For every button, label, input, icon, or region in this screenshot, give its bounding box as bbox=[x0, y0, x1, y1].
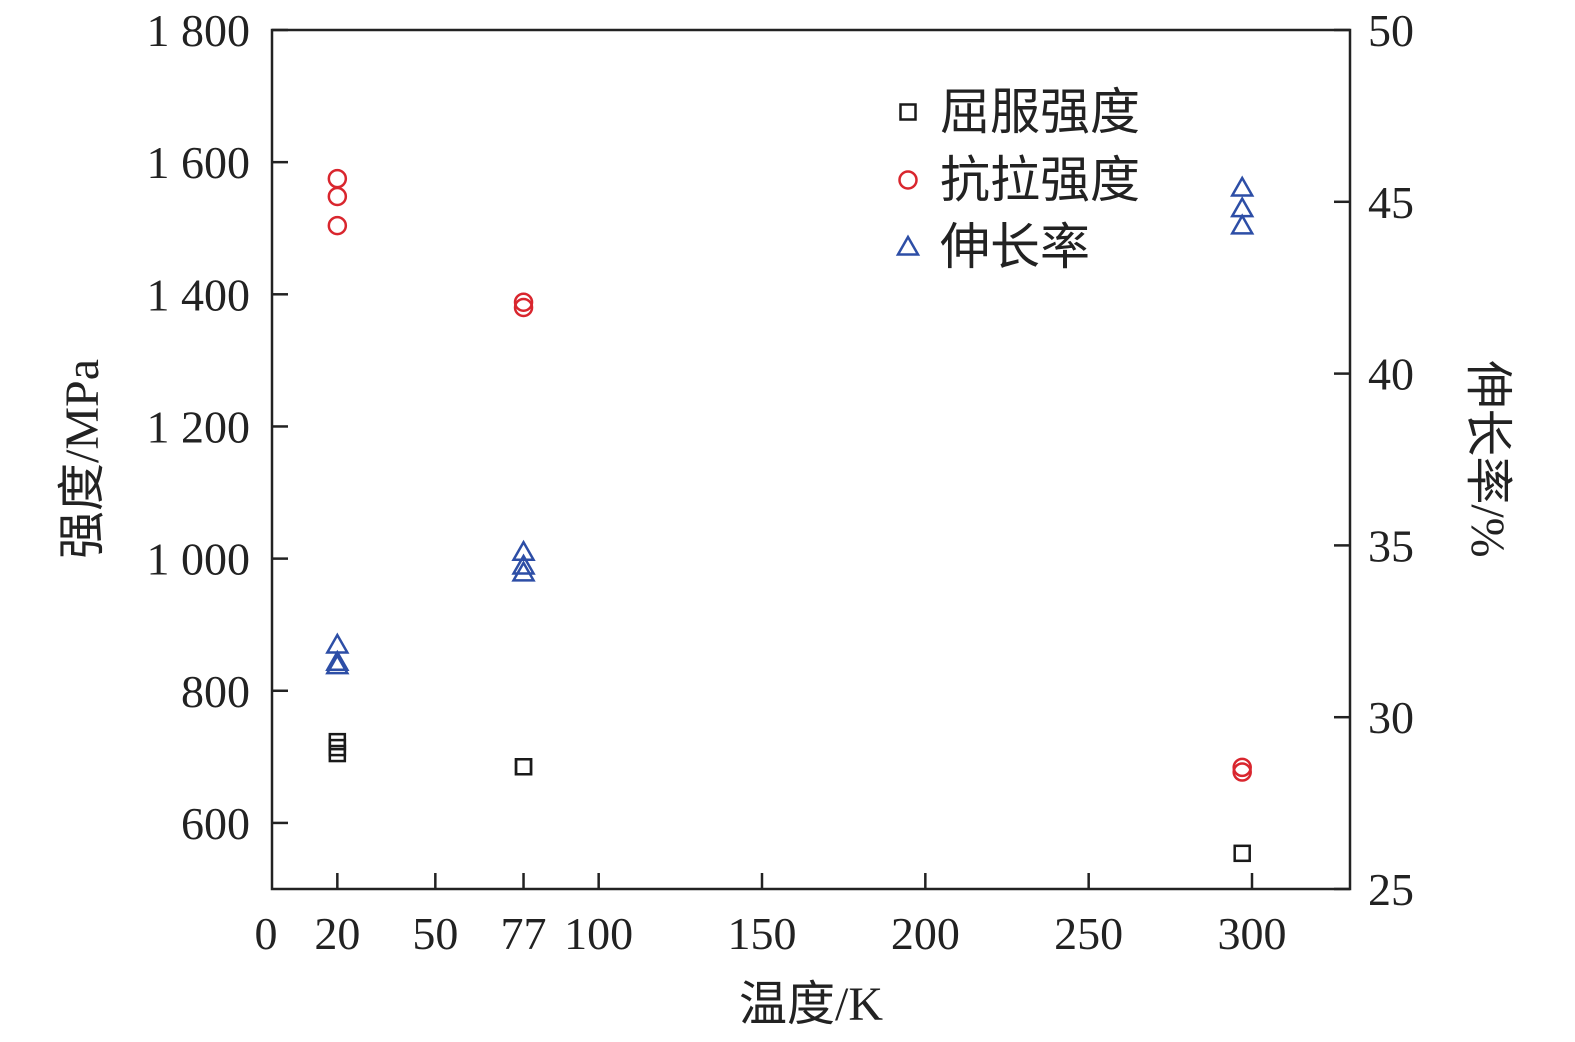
plot-frame bbox=[270, 28, 1352, 891]
right-y-tick-label: 25 bbox=[1368, 864, 1414, 915]
x-tick-label: 100 bbox=[564, 908, 633, 959]
legend-label: 抗拉强度 bbox=[940, 152, 1140, 208]
left-y-axis-ticks: 600 800 1 000 1 200 1 400 1 600 1 800 bbox=[147, 5, 288, 849]
circle-data-point bbox=[513, 292, 534, 312]
data-markers bbox=[325, 168, 1255, 863]
triangle-data-point bbox=[511, 560, 536, 582]
left-y-tick-label: 600 bbox=[181, 798, 250, 849]
x-axis-ticks: 0 20 50 77 100 150 200 250 300 bbox=[255, 873, 1287, 959]
legend-label: 屈服强度 bbox=[940, 84, 1140, 140]
right-y-tick-label: 30 bbox=[1368, 692, 1414, 743]
left-y-tick-label: 1 000 bbox=[147, 534, 251, 585]
circle-data-point bbox=[327, 186, 348, 207]
legend-label: 伸长率 bbox=[940, 219, 1090, 275]
right-y-tick-label: 50 bbox=[1368, 5, 1414, 56]
right-y-tick-label: 35 bbox=[1368, 520, 1414, 571]
x-tick-label: 77 bbox=[501, 908, 547, 959]
triangle-data-point bbox=[325, 653, 350, 675]
x-tick-label: 150 bbox=[728, 908, 797, 959]
square-data-point bbox=[328, 744, 347, 763]
x-tick-label: 0 bbox=[255, 908, 278, 959]
left-y-tick-label: 1 200 bbox=[147, 401, 251, 452]
legend-marker-triangle bbox=[895, 234, 921, 256]
x-axis-title: 温度/K bbox=[739, 978, 883, 1031]
x-tick-label: 250 bbox=[1054, 908, 1123, 959]
triangle-data-point bbox=[511, 553, 536, 575]
square-data-point bbox=[514, 758, 533, 776]
legend-marker-circle bbox=[898, 170, 918, 190]
right-y-axis-ticks: 25 30 35 40 45 50 bbox=[1334, 5, 1414, 915]
left-y-tick-label: 1 800 bbox=[147, 5, 251, 56]
circle-data-point bbox=[327, 168, 348, 189]
right-y-tick-label: 45 bbox=[1368, 177, 1414, 228]
right-y-tick-label: 40 bbox=[1368, 349, 1414, 400]
left-y-axis-title: 强度/MPa bbox=[56, 359, 109, 559]
x-tick-label: 300 bbox=[1218, 908, 1287, 959]
square-data-point bbox=[514, 758, 533, 776]
square-data-point bbox=[328, 738, 347, 757]
circle-data-point bbox=[513, 297, 534, 318]
x-tick-label: 20 bbox=[314, 908, 360, 959]
triangle-data-point bbox=[511, 539, 536, 562]
left-y-tick-label: 1 400 bbox=[147, 269, 251, 320]
left-y-tick-label: 800 bbox=[181, 666, 250, 717]
square-data-point bbox=[1233, 844, 1251, 863]
circle-data-point bbox=[327, 215, 348, 236]
left-y-tick-label: 1 600 bbox=[147, 137, 251, 188]
x-tick-label: 200 bbox=[891, 908, 960, 959]
x-tick-label: 50 bbox=[412, 908, 458, 959]
triangle-data-point bbox=[1230, 175, 1255, 197]
circle-data-point bbox=[1232, 762, 1252, 782]
legend-marker-square bbox=[899, 103, 917, 121]
triangle-data-point bbox=[1230, 213, 1255, 235]
triangle-data-point bbox=[325, 649, 350, 671]
right-y-axis-title: 伸长率/% bbox=[1461, 360, 1514, 557]
